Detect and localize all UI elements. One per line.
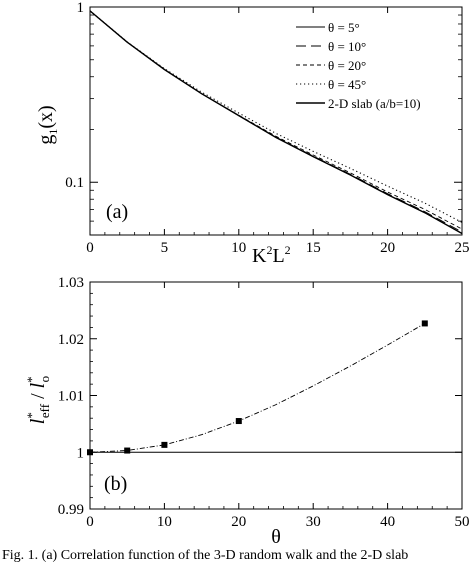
panel-a-label: (a) bbox=[106, 201, 128, 223]
panel-b-series bbox=[87, 320, 462, 456]
panel-b-frame bbox=[89, 281, 463, 510]
figure-caption: Fig. 1. (a) Correlation function of the … bbox=[2, 548, 409, 563]
y-tick-label: 1 bbox=[77, 445, 85, 461]
x-tick-label: 10 bbox=[157, 514, 172, 530]
data-point bbox=[87, 449, 93, 456]
panel-b-y-axis-label: l*eff / l*o bbox=[24, 376, 52, 424]
panel-a-y-ticks: 0.11 bbox=[65, 0, 462, 222]
x-tick-label: 10 bbox=[231, 240, 246, 256]
panel-b-x-axis-label: θ bbox=[271, 526, 281, 548]
legend-label: θ = 45° bbox=[328, 77, 366, 92]
series-line bbox=[89, 10, 463, 230]
y-tick-label: 0.99 bbox=[58, 502, 84, 518]
legend: θ = 5° θ = 10° θ = 20° θ = 45° 2-D slab (a/b… bbox=[296, 20, 421, 111]
data-point bbox=[124, 447, 131, 454]
x-tick-label: 30 bbox=[306, 514, 321, 530]
series-line bbox=[89, 10, 463, 233]
panel-a-y-axis-label: g1(x) bbox=[35, 105, 60, 144]
y-tick-label: 1 bbox=[77, 0, 85, 16]
panel-a: 0 5 10 15 20 25 0.11 θ = 5°θ = 10°θ = 20°θ = … bbox=[35, 0, 470, 267]
data-point bbox=[421, 320, 428, 327]
panel-b: 0 10 20 30 40 50 0.99 1 1.01 1.02 1.03 (b) θ l*ef… bbox=[24, 275, 470, 548]
panel-a-x-ticks: 0 5 10 15 20 25 bbox=[86, 7, 470, 256]
data-point bbox=[161, 441, 168, 448]
data-point bbox=[235, 418, 242, 425]
x-tick-label: 20 bbox=[231, 514, 246, 530]
x-tick-label: 40 bbox=[380, 514, 395, 530]
x-tick-label: 15 bbox=[306, 240, 321, 256]
series-line bbox=[89, 10, 463, 234]
x-tick-label: 0 bbox=[86, 240, 94, 256]
legend-label: 2-D slab (a/b=10) bbox=[328, 96, 421, 111]
panel-b-label: (b) bbox=[104, 473, 127, 495]
x-tick-label: 25 bbox=[455, 240, 470, 256]
x-tick-label: 20 bbox=[380, 240, 395, 256]
y-tick-label: 1.02 bbox=[58, 332, 84, 348]
x-tick-label: 5 bbox=[161, 240, 169, 256]
legend-label: θ = 20° bbox=[328, 58, 366, 73]
panel-a-frame bbox=[89, 6, 463, 236]
y-tick-label: 0.1 bbox=[65, 175, 84, 191]
fit-curve bbox=[89, 323, 426, 453]
series-line bbox=[89, 10, 463, 235]
legend-label: θ = 10° bbox=[328, 39, 366, 54]
legend-label: θ = 5° bbox=[328, 20, 360, 35]
y-tick-label: 1.03 bbox=[58, 275, 84, 291]
y-tick-label: 1.01 bbox=[58, 389, 84, 405]
series-line bbox=[89, 10, 463, 223]
panel-b-x-ticks: 0 10 20 30 40 50 bbox=[86, 282, 470, 530]
panel-a-series bbox=[89, 10, 463, 235]
x-tick-label: 0 bbox=[86, 514, 94, 530]
x-tick-label: 50 bbox=[455, 514, 470, 530]
panel-a-x-axis-label: K2L2 bbox=[252, 243, 291, 267]
